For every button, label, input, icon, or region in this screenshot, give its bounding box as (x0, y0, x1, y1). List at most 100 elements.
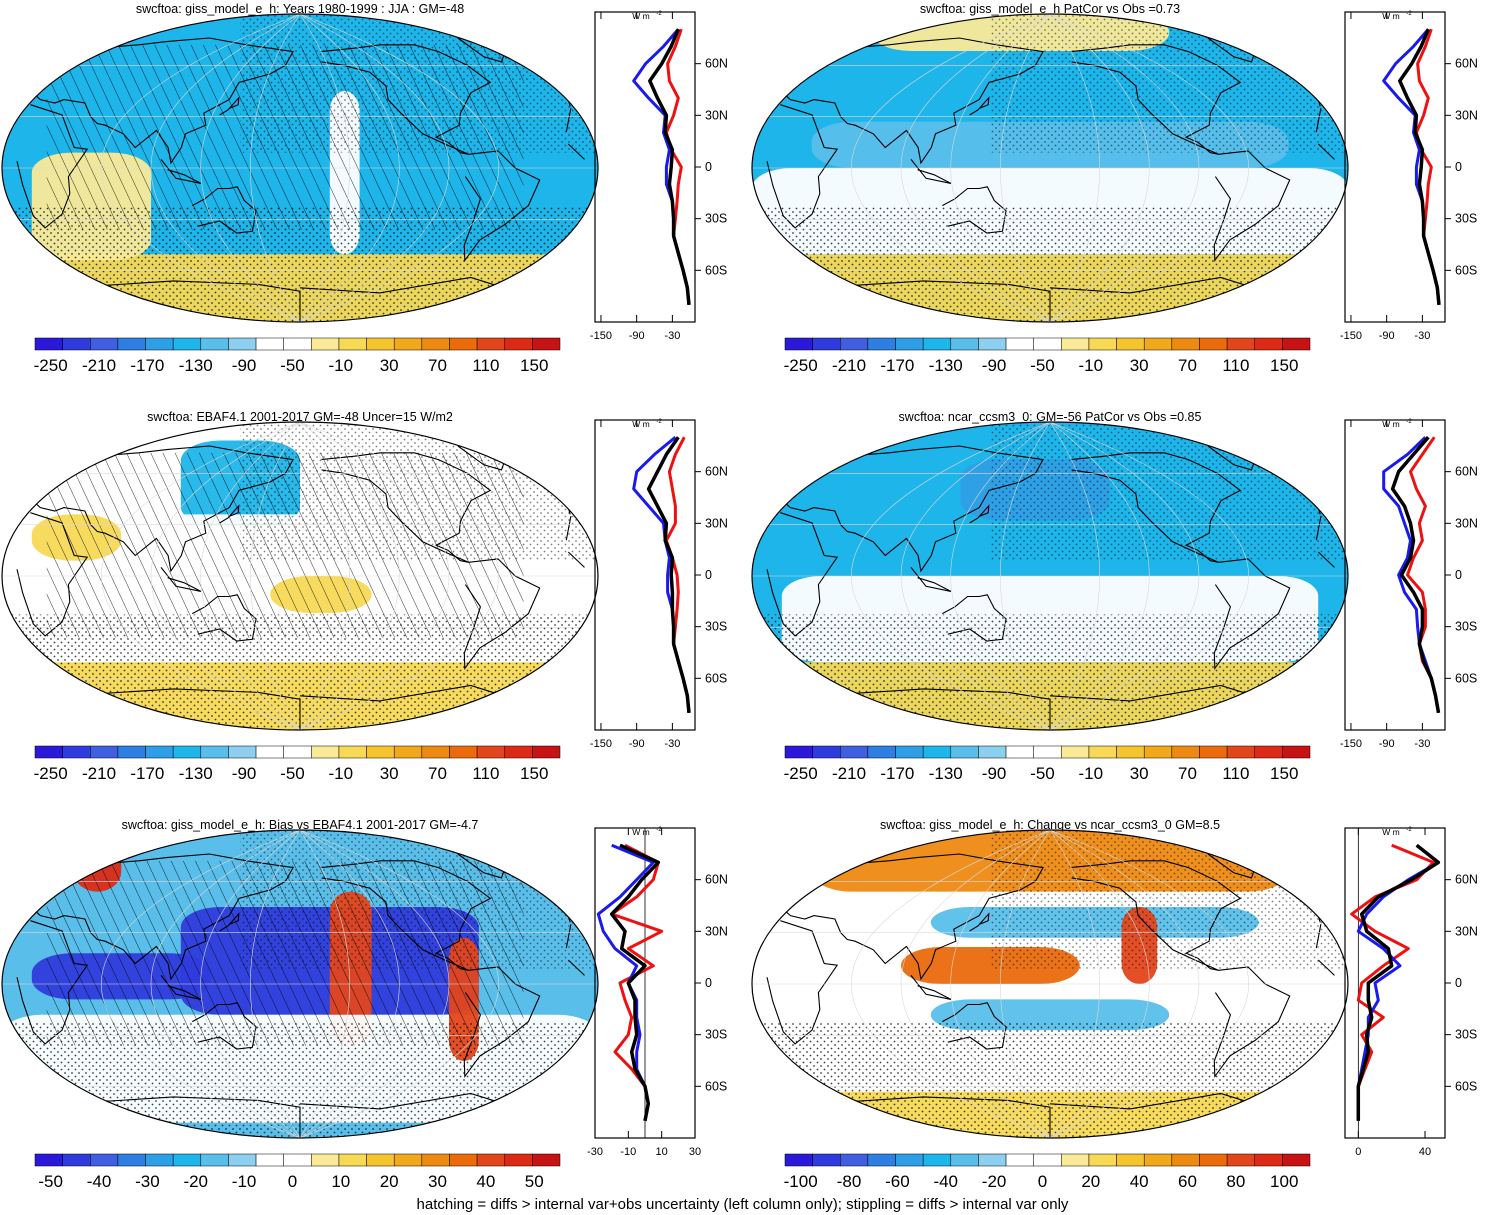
profile-y-tick-label: 60S (1455, 263, 1477, 277)
colorbar-swatch (283, 745, 312, 759)
graticule-line (299, 14, 450, 322)
profile-y-tick-label: 30N (705, 516, 728, 530)
colorbar-label: -10 (1079, 356, 1104, 375)
coastline (320, 452, 492, 563)
graticule-line (299, 830, 350, 1138)
coastline (160, 567, 202, 592)
colorbar-swatch (228, 745, 257, 759)
colorbar-label: -250 (784, 356, 818, 375)
colorbar-swatch (867, 1153, 896, 1167)
colorbar-swatch (784, 1153, 813, 1167)
zonal-profile-4: W m -2 -150 -90 -30 60N 30N 0 30S 60S (1340, 419, 1478, 750)
graticule-line (1049, 422, 1150, 730)
zonal-profile-3: W m -2 -150 -90 -30 60N 30N 0 30S 60S (590, 419, 728, 750)
colorbar-swatch (338, 1153, 367, 1167)
graticule-line (1049, 14, 1249, 322)
colorbar-swatch (840, 337, 869, 351)
map-border (1, 13, 599, 323)
colorbar-swatch (283, 1153, 312, 1167)
colorbar-swatch (1033, 745, 1062, 759)
profile-units-exponent: -2 (1406, 11, 1412, 17)
colorbar-swatch (867, 745, 896, 759)
profile-y-tick-label: 60S (705, 1079, 727, 1093)
colorbar-swatch (117, 337, 146, 351)
colorbar-swatch (840, 745, 869, 759)
colorbar-label: -130 (929, 356, 963, 375)
graticule-line (851, 830, 1051, 1138)
profile-y-tick-label: 30S (705, 212, 727, 226)
colorbar-swatch (1116, 745, 1145, 759)
colorbar-swatch (1033, 337, 1062, 351)
graticule-line (150, 830, 301, 1138)
coastline (1070, 452, 1242, 563)
colorbar-label: 110 (472, 764, 499, 783)
stippling (990, 14, 1348, 153)
map-border (1, 421, 599, 731)
colorbar-swatch (449, 337, 478, 351)
coastline (910, 567, 952, 592)
graticule-line (200, 830, 301, 1138)
stippling (990, 830, 1348, 969)
colorbar-label: 110 (472, 356, 499, 375)
colorbar-swatch (34, 1153, 63, 1167)
graticule-line (1049, 422, 1249, 730)
profile-x-tick-label: -90 (629, 738, 645, 750)
colorbar-swatch (1282, 337, 1311, 351)
profile-units-exponent: -2 (656, 827, 662, 833)
graticule-line (1049, 422, 1200, 730)
coastline (192, 594, 257, 642)
profile-y-tick-label: 30N (1455, 516, 1478, 530)
coastline (16, 104, 585, 229)
profile-y-tick-label: 30S (1455, 620, 1477, 634)
profile-units: W m (632, 419, 649, 429)
colorbar-swatch (90, 337, 119, 351)
profile-x-tick-label: -90 (1379, 738, 1395, 750)
colorbar-swatch (840, 1153, 869, 1167)
graticule-line (900, 14, 1051, 322)
graticule-line (299, 14, 499, 322)
profile-units: W m (1382, 827, 1399, 837)
colorbar-swatch (1088, 1153, 1117, 1167)
colorbar-label: -170 (130, 764, 164, 783)
coastline (16, 920, 585, 1045)
colorbar-swatch (1171, 1153, 1200, 1167)
colorbar-label: -40 (87, 1172, 112, 1191)
colorbar-label: -90 (232, 356, 257, 375)
map-field (2, 14, 598, 322)
coastline (969, 912, 990, 932)
colorbar-swatch (366, 745, 395, 759)
colorbar-swatch (117, 745, 146, 759)
profile-y-tick-label: 60N (1455, 873, 1478, 887)
colorbar-swatch (1061, 745, 1090, 759)
map-title: swcftoa: EBAF4.1 2001-2017 GM=-48 Uncer=… (147, 410, 453, 424)
map-field (752, 422, 1348, 730)
colorbar-label: 0 (288, 1172, 297, 1191)
colorbar-label: 30 (380, 356, 399, 375)
colorbar-swatch (117, 1153, 146, 1167)
profile-x-tick-label: -150 (1340, 330, 1362, 342)
colorbar-swatch (449, 745, 478, 759)
colorbar-swatch (922, 745, 952, 759)
coastline (1213, 558, 1291, 671)
colorbar-swatch (784, 745, 813, 759)
map-border (751, 13, 1349, 323)
profile-line-black (648, 28, 691, 305)
colorbar-swatch (338, 745, 367, 759)
colorbar-swatch (62, 745, 91, 759)
map-panel-5: swcftoa: giss_model_e_h: Bias vs EBAF4.1… (1, 818, 599, 1191)
graticule-line (950, 422, 1051, 730)
colorbar-swatch (90, 1153, 119, 1167)
colorbar-swatch (504, 337, 533, 351)
colorbar-swatch (812, 337, 841, 351)
coastline (219, 504, 240, 524)
graticule-line (299, 830, 499, 1138)
graticule-line (1049, 14, 1100, 322)
colorbar-swatch (1005, 745, 1034, 759)
profile-units-exponent: -2 (1406, 827, 1412, 833)
colorbar-swatch (1282, 1153, 1311, 1167)
profile-x-tick-label: -30 (1414, 738, 1430, 750)
coastline (766, 104, 1335, 229)
graticule-line (101, 14, 301, 322)
map-panel-2: swcftoa: giss_model_e_h PatCor vs Obs =0… (751, 2, 1349, 375)
profile-units: W m (1382, 11, 1399, 21)
